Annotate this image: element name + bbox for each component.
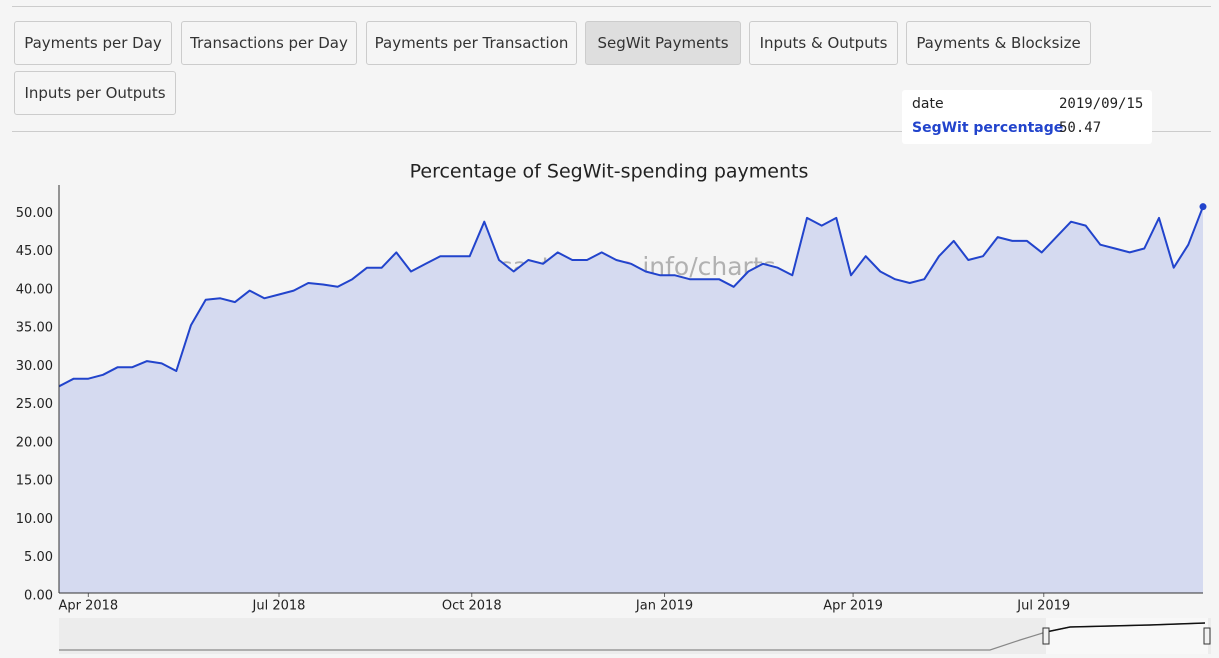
y-tick-label: 50.00 <box>16 206 53 221</box>
x-tick-label: Apr 2019 <box>823 599 883 614</box>
x-tick-label: Jul 2019 <box>1016 599 1070 614</box>
divider <box>12 6 1211 7</box>
y-tick-label: 35.00 <box>16 321 53 336</box>
area <box>59 206 1203 593</box>
y-tick-label: 15.00 <box>16 474 53 489</box>
x-tick-label: Jul 2018 <box>252 599 306 614</box>
y-tick-label: 5.00 <box>24 550 53 565</box>
y-tick-label: 0.00 <box>24 589 53 604</box>
tooltip-label: SegWit percentage <box>912 120 1064 136</box>
plot <box>58 203 1207 593</box>
y-tick-label: 20.00 <box>16 435 53 450</box>
tab-button[interactable]: Transactions per Day <box>181 21 357 65</box>
navigator-handle[interactable] <box>1042 627 1050 645</box>
navigator <box>59 618 1211 654</box>
y-tick-label: 40.00 <box>16 282 53 297</box>
y-tick-label: 10.00 <box>16 512 53 527</box>
tab-button[interactable]: Payments per Day <box>14 21 172 65</box>
divider <box>12 131 1211 132</box>
tooltip: date 2019/09/15 SegWit percentage 50.47 <box>902 90 1152 144</box>
x-tick-label: Oct 2018 <box>442 599 502 614</box>
tooltip-date: 2019/09/15 <box>1059 96 1144 112</box>
tooltip-value: 50.47 <box>1059 120 1102 136</box>
chart-title: Percentage of SegWit-spending payments <box>410 161 809 183</box>
tab-button[interactable]: Payments per Transaction <box>366 21 577 65</box>
line <box>58 206 1204 388</box>
x-tick-label: Apr 2018 <box>58 599 118 614</box>
navigator-handle[interactable] <box>1203 627 1211 645</box>
y-tick-label: 45.00 <box>16 244 53 259</box>
tab-button[interactable]: SegWit Payments <box>585 21 741 65</box>
y-tick-label: 30.00 <box>16 359 53 374</box>
tab-button[interactable]: Inputs per Outputs <box>14 71 176 115</box>
x-tick-label: Jan 2019 <box>635 599 693 614</box>
hover-point <box>1199 203 1207 211</box>
tooltip-label: date <box>912 96 944 112</box>
y-tick-label: 25.00 <box>16 397 53 412</box>
tab-button[interactable]: Inputs & Outputs <box>749 21 898 65</box>
tab-button[interactable]: Payments & Blocksize <box>906 21 1091 65</box>
navigator-line <box>1045 622 1206 633</box>
